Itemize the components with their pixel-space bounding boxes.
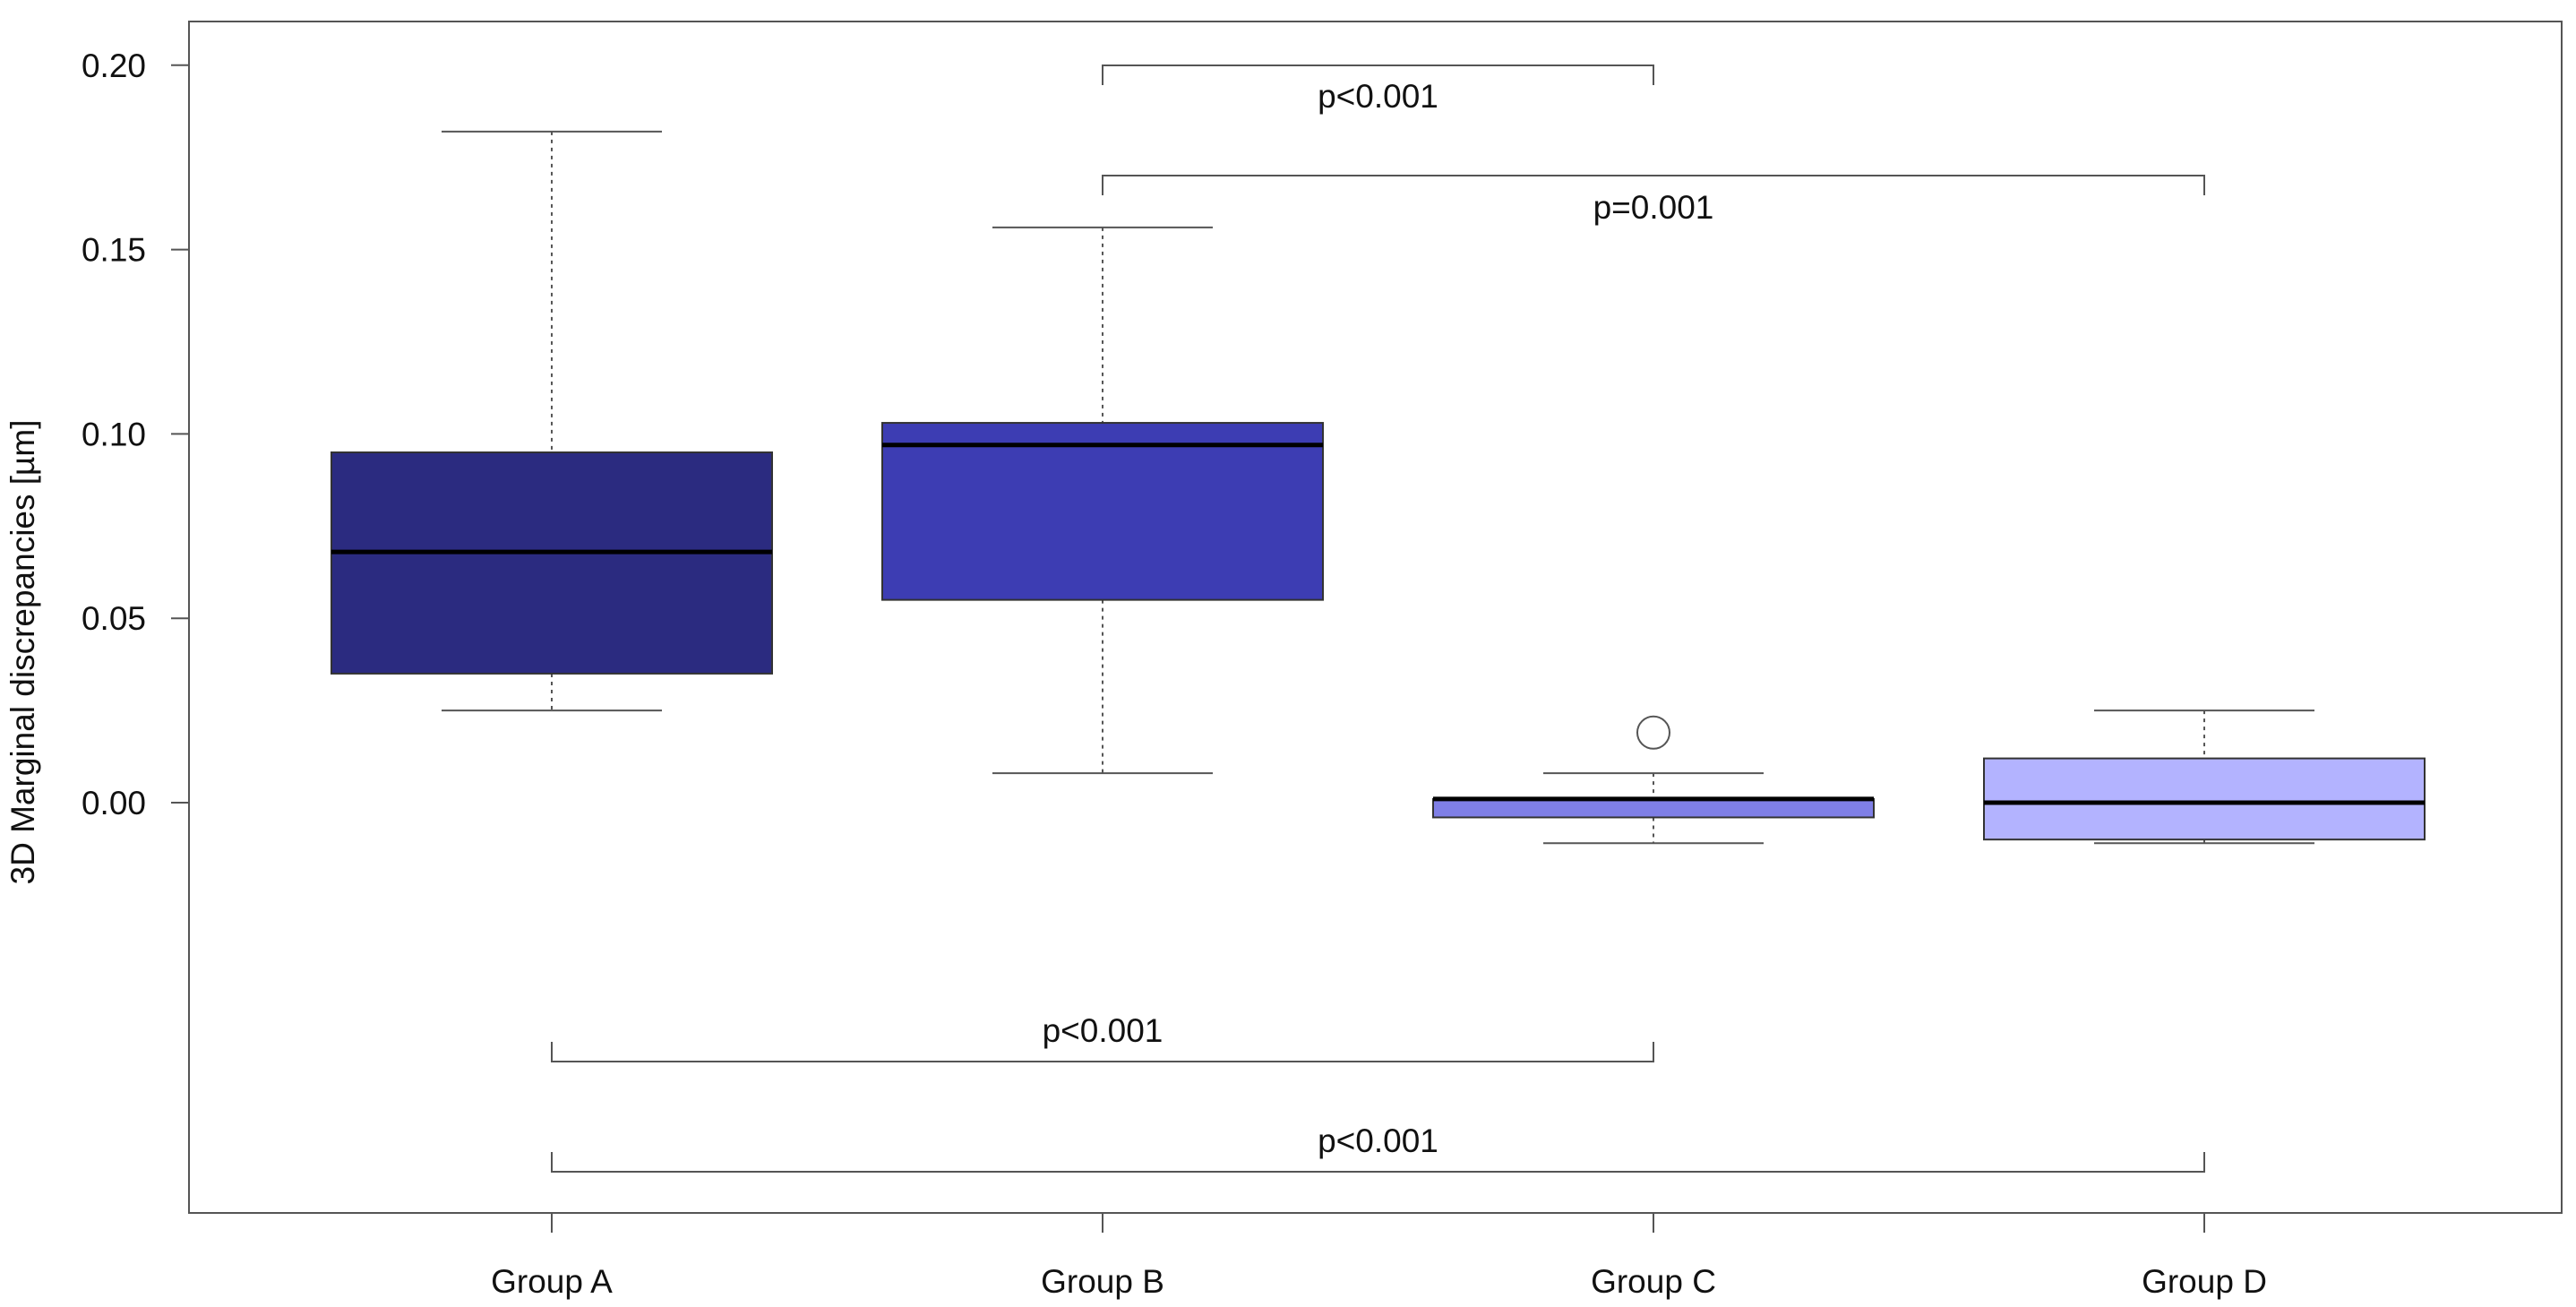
box-group-b [881,226,1324,775]
p-value-label: p=0.001 [1593,189,1714,226]
y-tick-label: 0.20 [82,47,146,84]
x-axis: Group A Group B Group C Group D [491,1213,2267,1300]
y-tick-label: 0.00 [82,785,146,821]
comparison-bracket: p<0.001 [551,1012,1654,1062]
bracket-line [1102,175,2205,195]
x-tick-label: Group C [1591,1263,1716,1300]
x-tick-label: Group B [1041,1263,1164,1300]
x-tick-label: Group A [491,1263,613,1300]
outlier-point [1636,715,1670,750]
y-tick-label: 0.10 [82,416,146,452]
p-value-label: p<0.001 [1318,1122,1438,1159]
box-iqr [881,422,1324,601]
y-axis-title: 3D Marginal discrepancies [µm] [4,420,41,885]
y-tick-label: 0.05 [82,600,146,637]
p-value-label: p<0.001 [1043,1012,1163,1049]
box-iqr [1983,757,2426,841]
y-axis: 0.00 0.05 0.10 0.15 0.20 [82,47,190,821]
comparison-brackets: p<0.001 p=0.001 p<0.001 p<0.001 [551,64,2205,1173]
comparison-bracket: p<0.001 [551,1122,2205,1173]
p-value-label: p<0.001 [1318,78,1438,115]
box-iqr [1432,797,1875,819]
bracket-line [1102,64,1654,85]
box-group-a [331,130,773,712]
x-tick-label: Group D [2142,1263,2267,1300]
comparison-bracket: p=0.001 [1102,175,2205,226]
boxes [331,130,2426,845]
box-group-c [1432,715,1875,845]
comparison-bracket: p<0.001 [1102,64,1654,115]
box-group-d [1983,709,2426,845]
y-tick-label: 0.15 [82,232,146,269]
box-iqr [331,451,773,675]
bracket-line [551,1042,1654,1062]
bracket-line [551,1152,2205,1173]
